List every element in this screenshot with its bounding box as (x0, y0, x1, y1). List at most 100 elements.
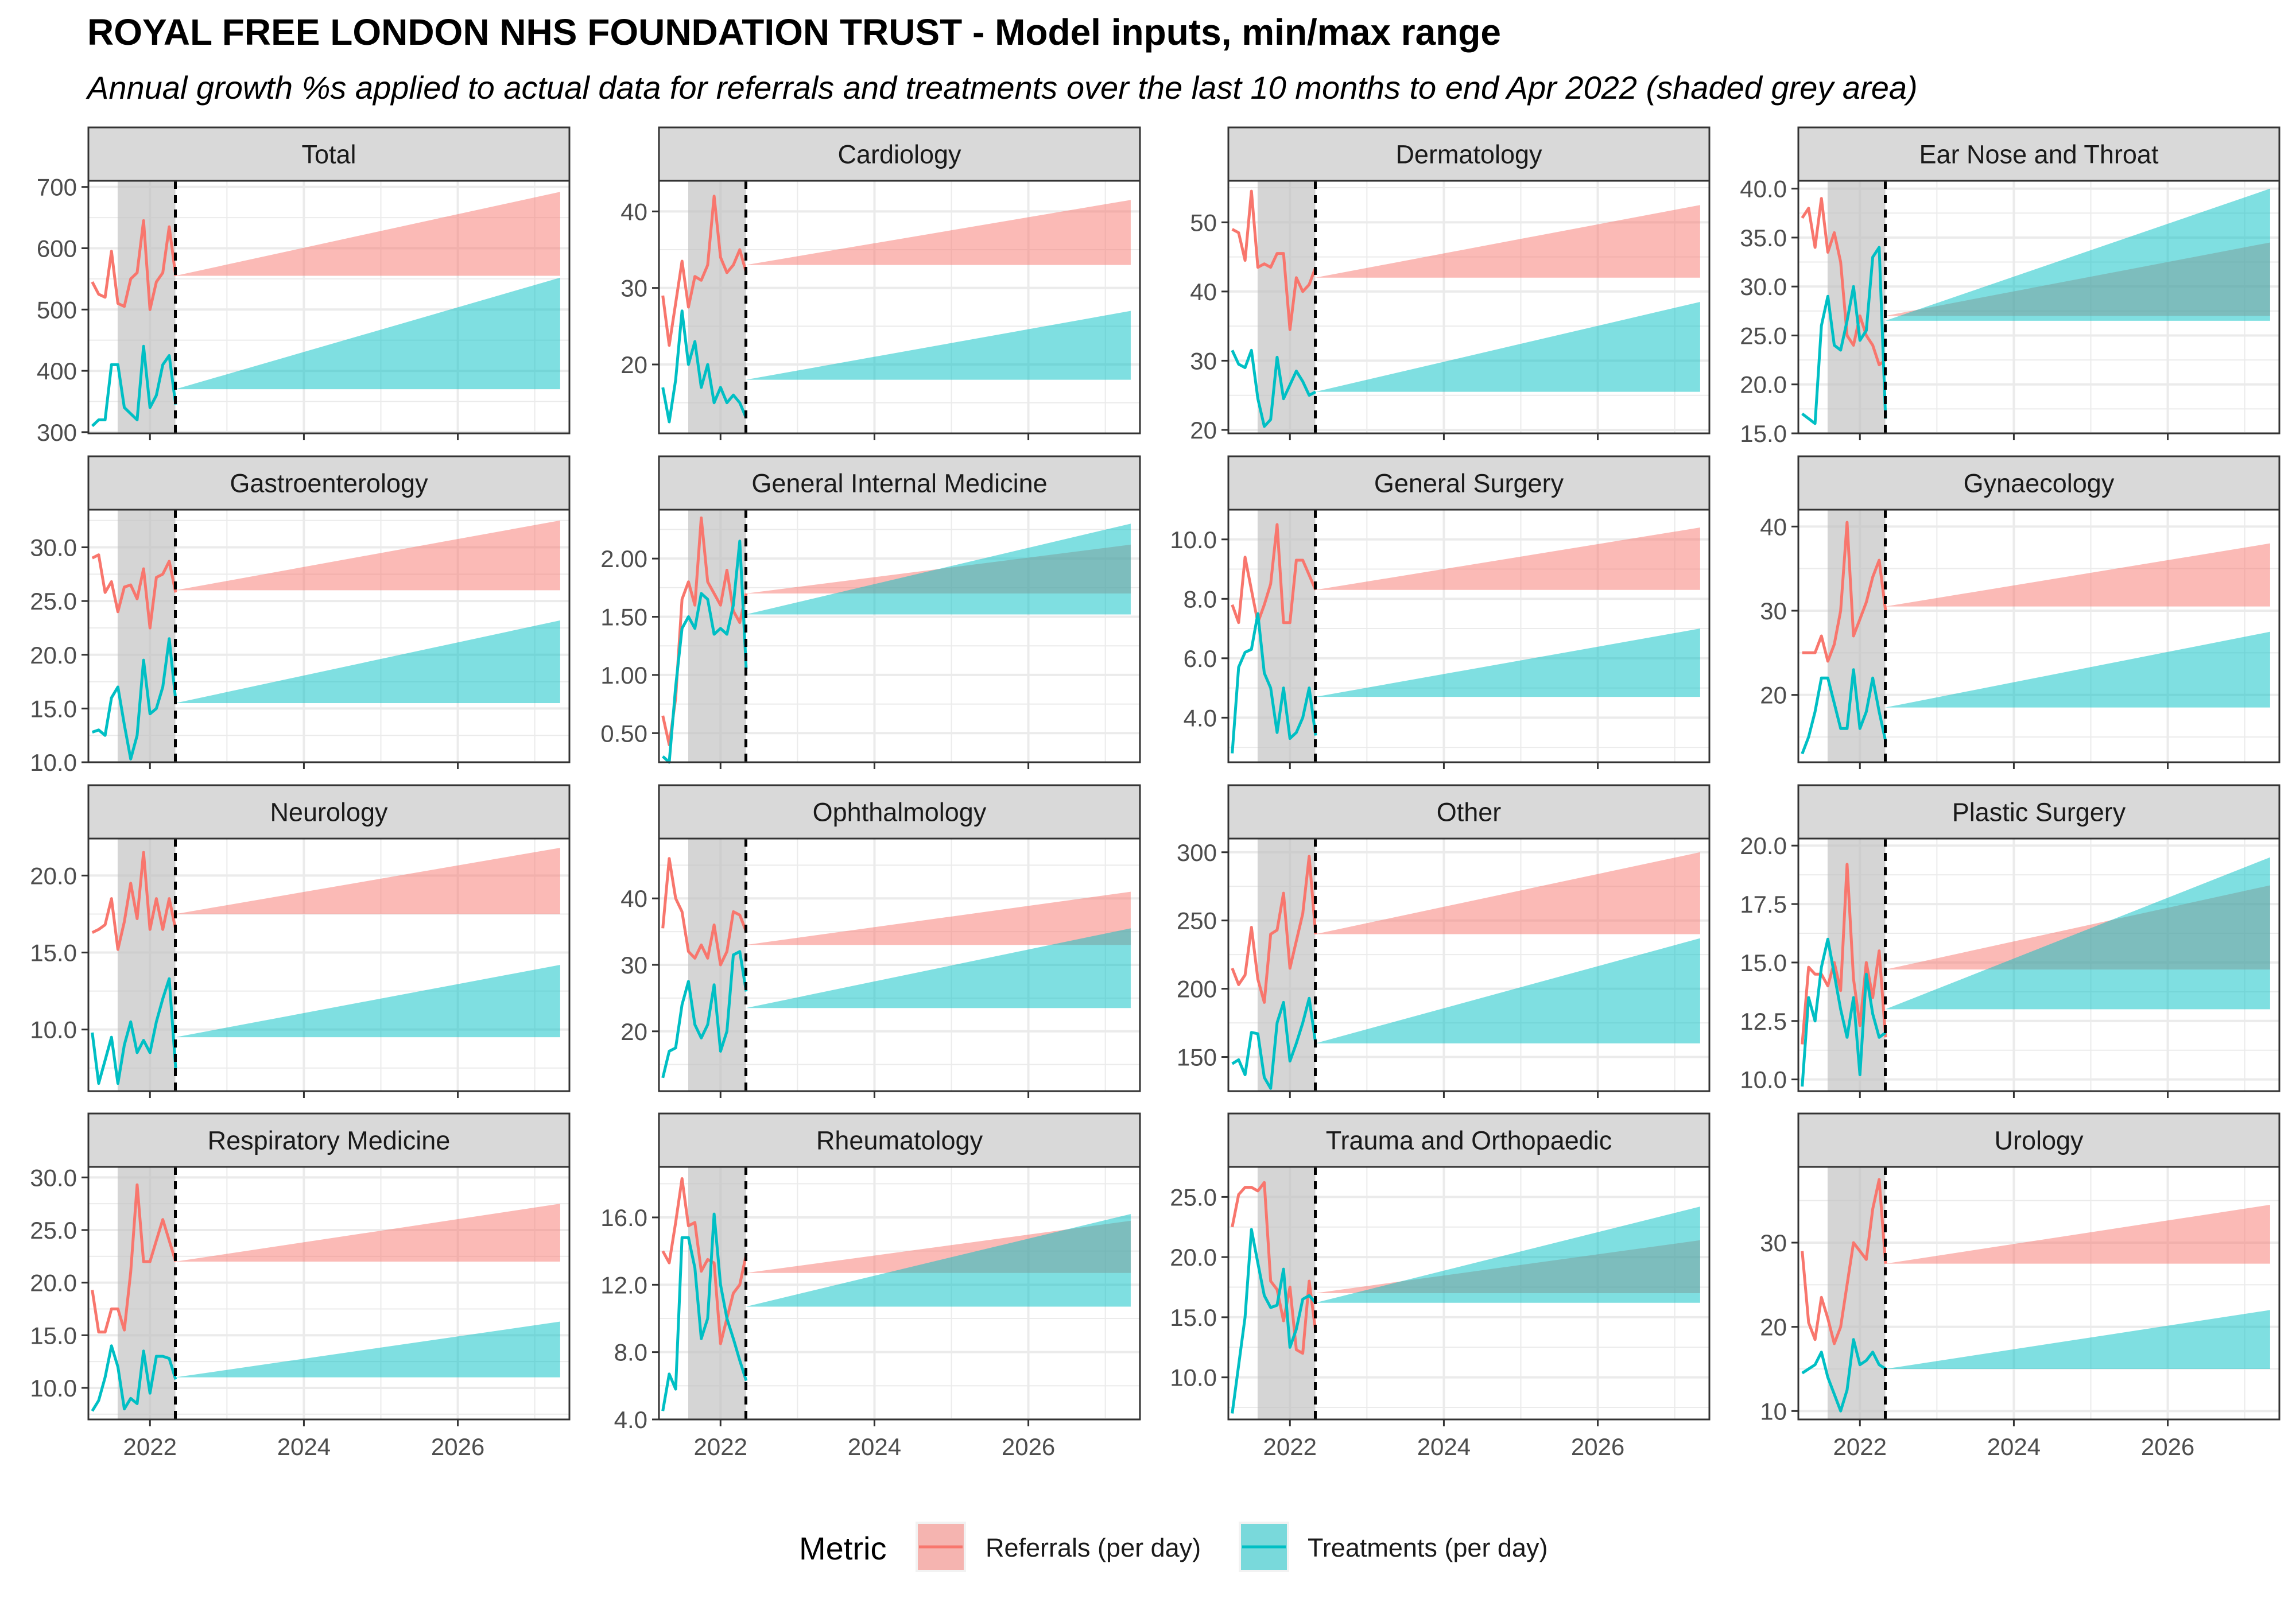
y-tick-label: 1.50 (600, 604, 647, 631)
shaded-period (117, 1167, 176, 1419)
y-tick-label: 30.0 (1740, 273, 1787, 300)
y-tick-label: 40 (1190, 278, 1217, 305)
facet-panel: Dermatology 20 30 40 50 (1190, 126, 1711, 444)
y-tick-label: 400 (37, 358, 77, 385)
facet-label: Total (301, 140, 356, 169)
y-tick-label: 30 (1760, 598, 1787, 624)
referrals-line (1231, 523, 1317, 624)
facet-label: Urology (1994, 1126, 2084, 1155)
referrals-line (1231, 189, 1317, 331)
facet-panel: Other 150 200 250 300 (1177, 784, 1711, 1098)
treatments-band (1885, 1310, 2270, 1369)
legend-label: Treatments (per day) (1308, 1533, 1548, 1562)
facet-label: Plastic Surgery (1952, 798, 2126, 827)
facet-strip (658, 784, 1141, 840)
referrals-line (1801, 1178, 1887, 1345)
y-tick-label: 20.0 (30, 862, 77, 889)
facet-label: Respiratory Medicine (208, 1126, 451, 1155)
y-tick-label: 0.50 (600, 720, 647, 747)
y-tick-label: 4.0 (614, 1406, 647, 1433)
panel-border (87, 180, 571, 434)
treatments-band (175, 620, 560, 704)
facet-label: Cardiology (837, 140, 961, 169)
x-tick-label: 2022 (1263, 1433, 1317, 1460)
treatments-band (1315, 1206, 1700, 1303)
facet-strip (1797, 784, 2281, 840)
panel-border (87, 1166, 571, 1421)
y-tick-label: 20.0 (1740, 832, 1787, 859)
referrals-band (175, 520, 560, 591)
facet-label: Dermatology (1395, 140, 1542, 169)
y-tick-label: 30 (620, 952, 647, 979)
y-tick-label: 25.0 (30, 588, 77, 615)
referrals-line (91, 851, 177, 951)
treatments-line (91, 1344, 177, 1412)
y-tick-label: 150 (1177, 1044, 1217, 1071)
y-tick-label: 30 (620, 275, 647, 302)
x-tick-label: 2022 (1833, 1433, 1887, 1460)
referrals-line (1231, 855, 1317, 1004)
y-tick-label: 20 (1760, 1314, 1787, 1341)
y-tick-label: 10.0 (1740, 1066, 1787, 1093)
y-tick-label: 15.0 (1740, 420, 1787, 447)
y-tick-label: 20 (620, 1018, 647, 1045)
y-tick-label: 35.0 (1740, 224, 1787, 251)
treatments-line (661, 950, 748, 1078)
y-tick-label: 250 (1177, 907, 1217, 934)
referrals-line (1801, 197, 1887, 367)
panel-border (1227, 180, 1711, 434)
treatments-line (1231, 1228, 1317, 1414)
facet-panel: Total 300 400 500 600 700 (37, 126, 571, 446)
facet-label: Trauma and Orthopaedic (1326, 1126, 1612, 1155)
treatments-line (1231, 996, 1317, 1090)
referrals-band (175, 1204, 560, 1262)
y-tick-label: 20.0 (30, 1270, 77, 1297)
facet-label: Gynaecology (1964, 469, 2115, 498)
y-tick-label: 300 (37, 419, 77, 446)
facet-panel: Plastic Surgery 10.0 12.5 15.0 17.5 20.0 (1740, 784, 2281, 1098)
y-tick-label: 30 (1760, 1229, 1787, 1256)
y-tick-label: 4.0 (1184, 704, 1217, 731)
referrals-band (1315, 205, 1700, 278)
legend-items: Referrals (per day) Treatments (per day) (916, 1522, 1548, 1572)
facet-label: General Internal Medicine (751, 469, 1047, 498)
y-tick-label: 17.5 (1740, 891, 1787, 918)
treatments-band (1885, 188, 2270, 321)
facet-panel: Urology 10 20 30 2022 2024 2026 (1760, 1112, 2281, 1460)
facet-strip (1797, 126, 2281, 182)
panel-border (658, 1166, 1141, 1421)
panel-border (1797, 1166, 2281, 1421)
treatments-band (746, 523, 1131, 615)
x-tick-label: 2024 (277, 1433, 331, 1460)
y-tick-label: 25.0 (1740, 322, 1787, 349)
y-tick-label: 30 (1190, 347, 1217, 374)
facet-label: Other (1437, 798, 1502, 827)
panel-border (1227, 509, 1711, 763)
y-tick-label: 15.0 (30, 940, 77, 967)
panel-border (1227, 1166, 1711, 1421)
treatments-line (1801, 1338, 1887, 1413)
referrals-line (1802, 521, 1887, 663)
y-tick-label: 1.00 (600, 662, 647, 689)
y-tick-label: 16.0 (600, 1204, 647, 1231)
treatments-band (746, 311, 1131, 380)
facet-panel: General Internal Medicine 0.50 1.00 1.50 2.0… (600, 455, 1141, 769)
referrals-band (1315, 527, 1700, 590)
x-tick-label: 2022 (694, 1433, 747, 1460)
treatments-band (175, 1321, 560, 1378)
shaded-period (1257, 510, 1316, 762)
y-tick-label: 12.5 (1740, 1008, 1787, 1035)
facet-panel: Trauma and Orthopaedic 10.0 15.0 20.0 25.0 20… (1170, 1112, 1711, 1460)
facet-panel: Respiratory Medicine 10.0 15.0 20.0 25.0 30.0… (30, 1112, 571, 1460)
treatments-line (91, 637, 177, 761)
y-tick-label: 40 (1760, 513, 1787, 540)
panel-border (87, 837, 571, 1092)
treatments-band (1885, 631, 2270, 708)
y-tick-label: 20.0 (1170, 1244, 1217, 1271)
treatments-line (1801, 668, 1887, 755)
y-tick-label: 2.00 (600, 545, 647, 572)
referrals-line (1801, 863, 1887, 1045)
facet-strip (1797, 1112, 2281, 1168)
